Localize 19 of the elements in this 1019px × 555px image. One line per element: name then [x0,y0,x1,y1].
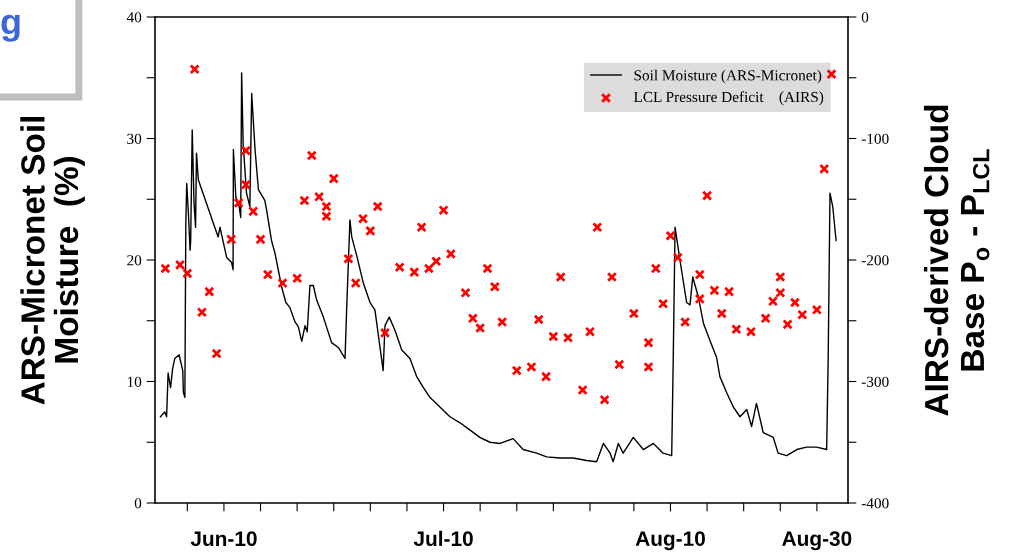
y2-tick-label: -400 [861,498,889,509]
legend-label: LCL Pressure Deficit (AIRS) [633,91,824,106]
y2-axis-title: AIRS-derived Cloud Base P$_{o}$ - P$_{LCL}$ [923,105,990,416]
y-axis-title: ARS-Micronet Soil Moisture (%) [20,116,85,405]
y-tick-label: 40 [126,12,142,23]
y-tick-label: 0 [134,498,142,509]
y2-tick-label: -200 [861,255,889,266]
text: g [1,14,20,42]
y-tick-label: 20 [127,255,142,266]
x-tick-label: Jun-10 [190,531,257,547]
y-tick-label: 30 [127,133,142,144]
legend-label: Soil Moisture (ARS-Micronet) [634,69,822,84]
y2-tick-label: -100 [861,133,889,144]
y2-tick-label: 0 [861,12,869,23]
x-tick-label: Jul-10 [413,530,473,547]
y-tick-label: 10 [127,376,142,387]
x-tick-label: Aug-30 [782,531,852,551]
x-tick-label: Aug-10 [635,531,705,551]
y2-tick-label: -300 [861,376,889,387]
